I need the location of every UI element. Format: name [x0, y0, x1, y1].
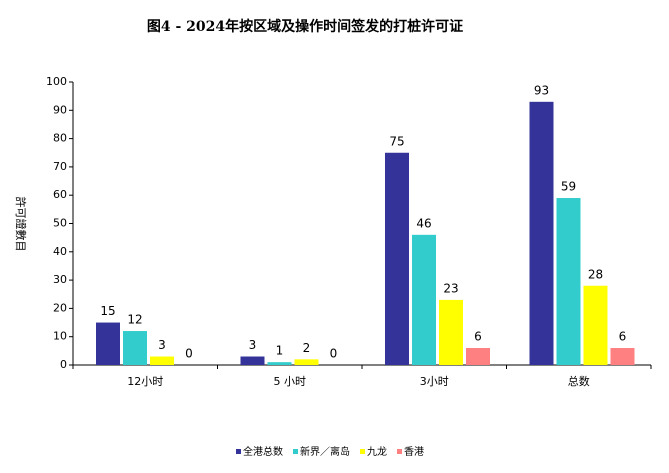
value-label: 0	[330, 347, 338, 361]
value-label: 46	[416, 216, 431, 230]
bar	[439, 299, 463, 365]
value-label: 2	[303, 341, 311, 355]
y-tick-label: 0	[60, 358, 67, 371]
bar	[556, 198, 581, 365]
value-label: 75	[389, 134, 404, 148]
bar	[529, 101, 554, 365]
y-axis-title: 許可證數目	[14, 197, 28, 252]
value-label: 12	[127, 313, 142, 327]
bar	[412, 234, 436, 365]
y-tick-label: 40	[53, 245, 67, 258]
bar	[96, 322, 120, 365]
y-tick-label: 10	[53, 330, 67, 343]
bar	[385, 152, 409, 365]
value-label: 59	[561, 180, 576, 194]
value-label: 28	[588, 267, 603, 281]
value-label: 23	[443, 281, 458, 295]
bar	[267, 362, 292, 365]
bar	[240, 356, 265, 365]
y-tick-label: 50	[53, 217, 67, 230]
bar	[150, 356, 174, 365]
bar	[583, 285, 608, 365]
y-tick-label: 100	[46, 75, 67, 88]
y-tick-label: 90	[53, 103, 67, 116]
legend-label: 新界／离岛	[300, 445, 350, 458]
x-tick-label: 总数	[568, 374, 590, 388]
legend-label: 香港	[404, 446, 424, 458]
value-label: 93	[534, 83, 549, 97]
legend-label: 全港总数	[243, 445, 283, 458]
value-label: 6	[619, 330, 627, 344]
bar	[123, 331, 147, 365]
legend-swatch	[236, 449, 241, 454]
y-tick-label: 60	[53, 188, 67, 201]
bar	[294, 359, 319, 365]
x-tick-label: 3小时	[420, 375, 449, 388]
x-tick-label: 12小时	[127, 375, 163, 388]
legend-swatch	[397, 449, 402, 454]
value-label: 3	[158, 338, 166, 352]
chart-title: 图4 - 2024年按区域及操作时间签发的打桩许可证	[147, 18, 463, 35]
value-label: 15	[100, 304, 115, 318]
legend-label: 九龙	[367, 445, 387, 458]
y-tick-label: 70	[53, 160, 67, 173]
legend-swatch	[360, 449, 365, 454]
y-tick-label: 80	[53, 132, 67, 145]
y-tick-label: 20	[53, 301, 67, 314]
bar	[466, 348, 490, 365]
value-label: 6	[474, 330, 482, 344]
value-label: 1	[276, 344, 284, 358]
value-label: 3	[249, 338, 257, 352]
bar	[610, 348, 635, 365]
value-label: 0	[185, 347, 193, 361]
x-tick-label: 5 小时	[274, 375, 307, 388]
legend-swatch	[293, 449, 298, 454]
y-tick-label: 30	[53, 273, 67, 286]
